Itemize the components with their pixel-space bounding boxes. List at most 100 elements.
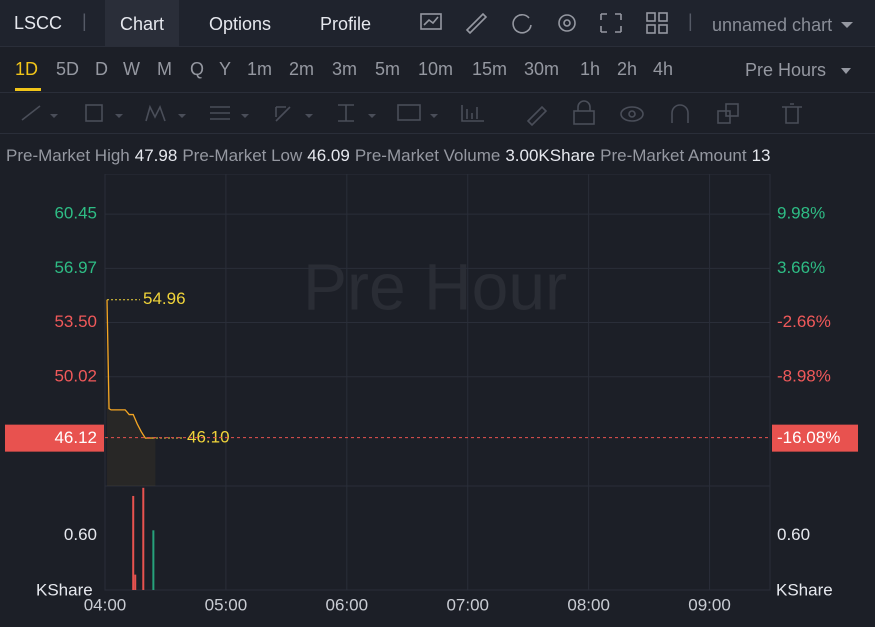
x-tick-label: 07:00 [446, 595, 489, 614]
icon-layout[interactable] [646, 12, 656, 22]
icon-refresh[interactable] [512, 13, 532, 34]
y-tick-label: 50.02 [54, 366, 97, 385]
timeframe[interactable]: 5m [375, 59, 401, 79]
timeframe[interactable]: 15m [472, 59, 508, 79]
stat-label: Pre-Market Volume [354, 146, 501, 165]
tool-arrow[interactable] [275, 106, 291, 122]
timeframe[interactable]: W [123, 59, 140, 79]
timeframe[interactable]: 30m [524, 59, 560, 79]
volume-tick-label: 0.60 [777, 525, 810, 544]
y2-tick-label: -2.66% [777, 312, 831, 331]
last-change-box [772, 424, 858, 452]
timeframe[interactable]: M [157, 59, 172, 79]
stat-label: Pre-Market Amount [600, 146, 747, 165]
volume-bar [132, 495, 135, 590]
y2-tick-label: 3.66% [777, 258, 825, 277]
y-tick-label: 56.97 [54, 258, 97, 277]
last-price-box [5, 424, 104, 452]
session-select[interactable]: Pre Hours [745, 60, 827, 80]
timeframe[interactable]: D [95, 59, 108, 79]
icon-indicator[interactable] [420, 13, 442, 30]
tab[interactable]: Options [209, 14, 272, 34]
timeframe[interactable]: 4h [653, 59, 674, 79]
stats-bar: Pre-Market High 47.98 Pre-Market Low 46.09 P… [0, 134, 875, 174]
timeframe[interactable]: 10m [418, 59, 454, 79]
stat-label: Pre-Market High [6, 146, 130, 165]
x-tick-label: 04:00 [84, 595, 127, 614]
active-underline [15, 88, 41, 91]
tool-shape[interactable] [85, 104, 103, 122]
timeframe[interactable]: 2m [289, 59, 315, 79]
tool-fib[interactable] [210, 106, 230, 120]
x-tick-label: 06:00 [326, 595, 369, 614]
stat-value: 47.98 [134, 146, 178, 165]
volume-tick-label: 0.60 [64, 525, 97, 544]
icon-settings[interactable] [558, 14, 576, 32]
y-tick-label: 53.50 [54, 312, 97, 331]
tool-eye[interactable] [620, 106, 644, 122]
y2-tick-label: -8.98% [777, 366, 831, 385]
tool-pattern[interactable] [145, 104, 166, 122]
tab[interactable]: Chart [105, 0, 180, 47]
icon-fullscreen[interactable] [600, 13, 622, 33]
timeframe[interactable]: Q [190, 59, 205, 79]
y-tick-label: 60.45 [54, 204, 97, 223]
timeframe[interactable]: 5D [56, 59, 80, 79]
caret [841, 68, 851, 74]
toolbar-icons [21, 100, 802, 127]
tool-measure[interactable] [338, 104, 354, 122]
tool-layers-b [725, 103, 739, 117]
low-label: 46.10 [187, 427, 230, 446]
stat-value: 46.09 [307, 146, 350, 165]
price-area [107, 299, 156, 486]
icon-draw[interactable] [465, 12, 488, 35]
x-tick-label: 09:00 [688, 595, 731, 614]
tool-carets [50, 114, 438, 118]
timeframe[interactable]: Y [219, 59, 232, 79]
high-label: 54.96 [143, 289, 186, 308]
timeframe[interactable]: 3m [332, 59, 358, 79]
stat-value: 13 [751, 146, 771, 165]
volume-unit: KShare [776, 580, 833, 599]
plot-frame [104, 174, 771, 591]
ticker[interactable]: LSCC [14, 13, 63, 33]
volume-bar [134, 574, 137, 590]
header: LSCC | Chart Options Profile | unnamed cha… [0, 0, 875, 47]
icon-layout-d [658, 24, 668, 34]
tool-pen[interactable] [526, 105, 548, 127]
icon-indicator-line [423, 16, 439, 26]
tool-delete[interactable] [782, 103, 802, 124]
chart-name[interactable]: unnamed chart [712, 15, 833, 35]
timeframe[interactable]: 1D [15, 59, 39, 79]
header-icons [420, 12, 668, 35]
last-change: -16.08% [777, 428, 840, 447]
stat-label: Pre-Market Low [182, 146, 303, 165]
timeframe[interactable]: 1h [580, 59, 601, 79]
divider: | [688, 11, 693, 31]
timeframe[interactable]: 1m [247, 59, 273, 79]
volume-bar [142, 487, 145, 590]
tab[interactable]: Profile [320, 14, 372, 34]
tool-lock-top [577, 100, 591, 111]
volume-unit: KShare [36, 580, 93, 599]
icon-settings-core [563, 19, 571, 27]
y2-tick-label: 9.98% [777, 204, 825, 223]
tool-bars[interactable] [461, 105, 484, 122]
x-tick-label: 08:00 [567, 595, 610, 614]
tool-eye-pupil [628, 110, 636, 118]
drawing-toolbar [0, 92, 875, 134]
tool-lock[interactable] [573, 110, 595, 125]
tool-magnet[interactable] [671, 104, 689, 123]
watermark: Pre Hour [303, 249, 567, 323]
icon-layout-b [658, 12, 668, 22]
volume-bar [152, 530, 155, 590]
timeframe[interactable]: 2h [617, 59, 638, 79]
tool-text[interactable] [397, 104, 421, 121]
last-price: 46.12 [54, 428, 97, 447]
x-tick-label: 05:00 [205, 595, 248, 614]
tool-layers[interactable] [717, 110, 731, 124]
divider: | [82, 11, 87, 31]
tool-line[interactable] [21, 105, 41, 121]
stat-value: 3.00KShare [505, 146, 596, 165]
